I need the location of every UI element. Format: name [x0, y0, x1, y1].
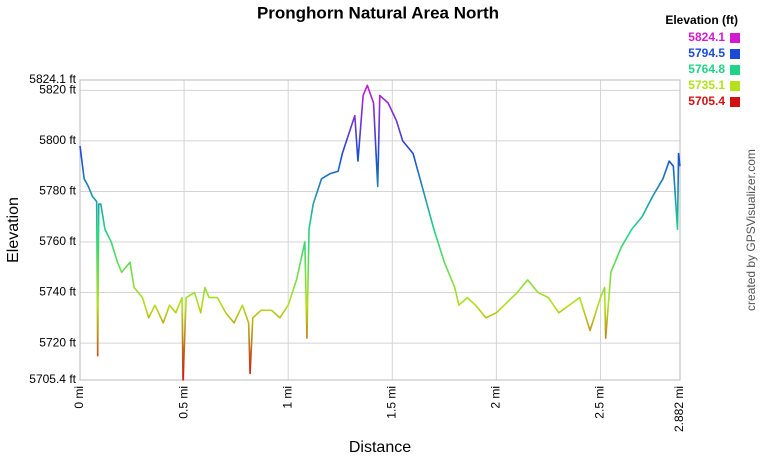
legend-label: 5794.5 — [688, 46, 725, 60]
legend-swatch — [730, 97, 740, 107]
y-tick-label: 5820 ft — [39, 83, 76, 97]
legend-swatch — [730, 49, 740, 59]
legend-label: 5705.4 — [688, 94, 725, 108]
chart-title: Pronghorn Natural Area North — [257, 3, 499, 22]
elevation-line — [79, 84, 681, 381]
legend-label: 5735.1 — [688, 78, 725, 92]
legend-title: Elevation (ft) — [665, 13, 738, 27]
x-tick-label: 2.5 mi — [593, 386, 607, 419]
legend-swatch — [730, 81, 740, 91]
legend-label: 5824.1 — [688, 30, 725, 44]
x-tick-label: 1.5 mi — [384, 386, 398, 419]
y-tick-label: 5824.1 ft — [29, 72, 76, 86]
y-tick-label: 5800 ft — [39, 133, 76, 147]
y-tick-label: 5780 ft — [39, 184, 76, 198]
y-tick-label: 5720 ft — [39, 335, 76, 349]
x-axis-label: Distance — [349, 439, 411, 456]
y-tick-label: 5760 ft — [39, 234, 76, 248]
x-tick-label: 2.882 mi — [672, 386, 686, 432]
x-tick-label: 2 mi — [489, 386, 503, 409]
x-tick-label: 1 mi — [280, 386, 294, 409]
legend-swatch — [730, 33, 740, 43]
legend-label: 5764.8 — [688, 62, 725, 76]
legend-swatch — [730, 65, 740, 75]
x-tick-label: 0.5 mi — [176, 386, 190, 419]
x-tick-label: 0 mi — [72, 386, 86, 409]
credit: created by GPSVisualizer.com — [744, 149, 758, 311]
y-tick-label: 5740 ft — [39, 285, 76, 299]
plot-frame — [79, 79, 681, 381]
y-tick-label: 5705.4 ft — [29, 372, 76, 386]
y-axis-label: Elevation — [5, 197, 22, 263]
